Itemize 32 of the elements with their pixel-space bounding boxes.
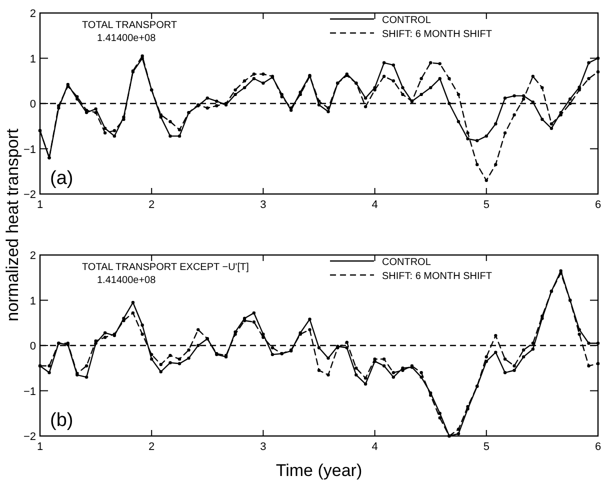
- y-tick-label: 1: [30, 295, 36, 308]
- y-tick-label: −1: [23, 386, 36, 398]
- annotation: (a): [50, 168, 74, 189]
- y-tick-label: −2: [23, 431, 36, 443]
- x-tick-label: 3: [260, 441, 266, 453]
- x-tick-label: 6: [594, 199, 602, 211]
- annotation: TOTAL TRANSPORT: [82, 20, 178, 31]
- legend-label: SHIFT: 6 MONTH SHIFT: [382, 271, 492, 282]
- y-axis-title: normalized heat transport: [3, 128, 22, 322]
- x-tick-label: 3: [260, 199, 266, 211]
- x-axis-title: Time (year): [276, 461, 362, 480]
- y-tick-label: 0: [30, 340, 36, 352]
- y-tick-label: 2: [30, 8, 36, 20]
- x-tick-label: 2: [148, 199, 155, 211]
- annotation: (b): [50, 410, 74, 431]
- y-tick-label: −2: [23, 189, 36, 201]
- x-tick-label: 5: [483, 199, 490, 211]
- annotation: 1.41400e+08: [97, 33, 156, 44]
- annotation: TOTAL TRANSPORT EXCEPT −U'[T]: [82, 262, 250, 273]
- x-tick-label: 4: [372, 441, 378, 453]
- y-tick-label: 1: [30, 53, 36, 66]
- x-tick-label: 2: [148, 441, 155, 453]
- legend-label: CONTROL: [382, 15, 432, 26]
- y-tick-label: 2: [30, 250, 36, 262]
- x-tick-label: 6: [594, 441, 602, 453]
- x-tick-label: 5: [483, 441, 490, 453]
- annotation: 1.41400e+08: [97, 275, 156, 286]
- y-tick-label: −1: [23, 144, 36, 156]
- legend-label: SHIFT: 6 MONTH SHIFT: [382, 29, 492, 40]
- legend-label: CONTROL: [382, 257, 432, 268]
- y-tick-label: 0: [30, 98, 36, 110]
- x-tick-label: 4: [372, 199, 378, 211]
